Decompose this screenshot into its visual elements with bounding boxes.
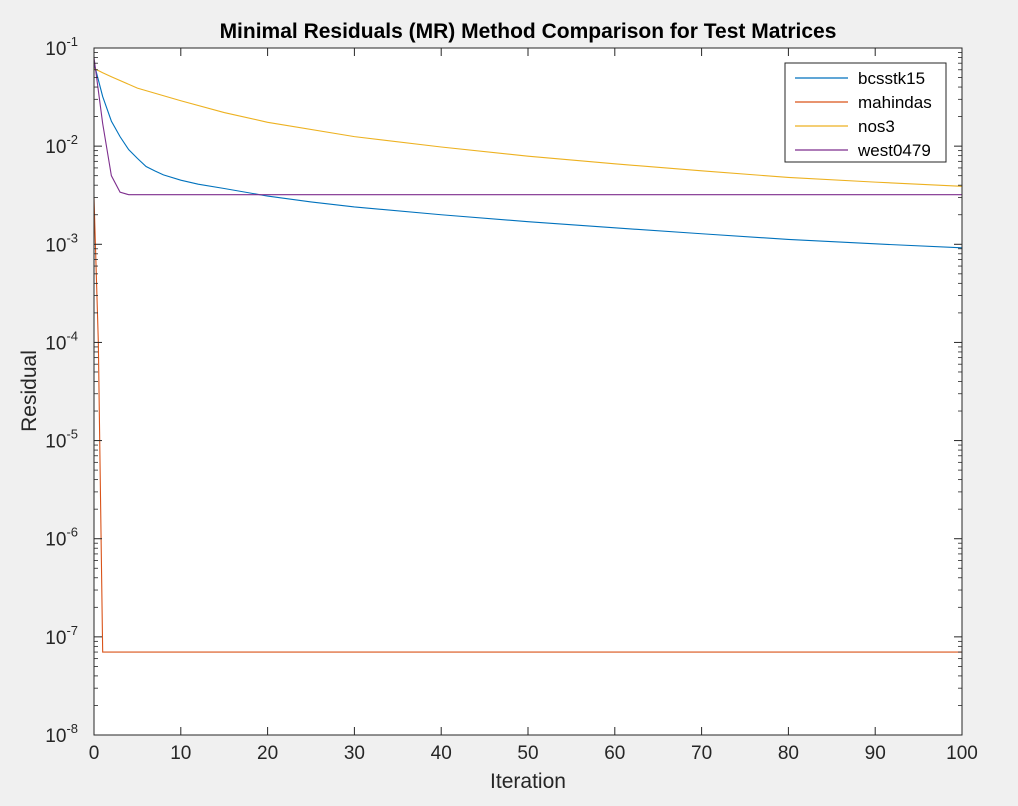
chart-title: Minimal Residuals (MR) Method Comparison…: [220, 20, 837, 43]
y-tick-base: 10: [45, 333, 66, 354]
y-axis-label: Residual: [18, 350, 41, 432]
y-tick-label: 10-2: [45, 132, 78, 158]
y-tick-exponent: -7: [66, 623, 78, 638]
y-tick-exponent: -4: [66, 328, 78, 343]
y-tick-exponent: -6: [66, 525, 78, 540]
series-line-nos3: [93, 67, 963, 187]
x-tick-label: 30: [344, 743, 365, 764]
x-tick-label: 50: [517, 743, 538, 764]
y-tick-base: 10: [45, 235, 66, 256]
legend-label: west0479: [857, 141, 931, 160]
legend-box: [784, 62, 947, 163]
y-tick-exponent: -8: [66, 721, 78, 736]
x-tick-label: 40: [431, 743, 452, 764]
y-tick-label: 10-7: [45, 623, 78, 649]
y-tick-exponent: -5: [66, 427, 78, 442]
y-tick-base: 10: [45, 628, 66, 649]
y-tick-base: 10: [45, 39, 66, 60]
y-tick-label: 10-4: [45, 328, 78, 354]
x-tick-label: 0: [89, 743, 100, 764]
x-axis-label: Iteration: [490, 770, 566, 793]
series-line-bcsstk15: [93, 63, 963, 249]
y-tick-exponent: -2: [66, 132, 78, 147]
x-tick-label: 100: [946, 743, 978, 764]
series-line-west0479: [93, 57, 962, 196]
x-tick-label: 70: [691, 743, 712, 764]
y-tick-exponent: -3: [66, 230, 78, 245]
x-tick-label: 60: [604, 743, 625, 764]
y-tick-label: 10-3: [45, 230, 78, 256]
y-tick-label: 10-1: [45, 34, 78, 60]
y-tick-label: 10-6: [45, 525, 78, 551]
y-tick-base: 10: [45, 432, 66, 453]
legend-label: bcsstk15: [858, 69, 925, 88]
y-tick-base: 10: [45, 137, 66, 158]
legend: bcsstk15 mahindas nos3 west0479: [784, 62, 947, 163]
y-tick-base: 10: [45, 530, 66, 551]
y-tick-label: 10-8: [45, 721, 78, 747]
x-tick-label: 90: [865, 743, 886, 764]
legend-label: mahindas: [858, 93, 932, 112]
x-tick-label: 10: [170, 743, 191, 764]
y-tick-exponent: -1: [66, 34, 78, 49]
y-tick-label: 10-5: [45, 427, 78, 453]
x-tick-label: 20: [257, 743, 278, 764]
legend-label: nos3: [858, 117, 895, 136]
y-tick-base: 10: [45, 726, 66, 747]
ticks-layer: 0 10 20 30 40 50 60 70 80 90 10010-810-710-610-510…: [45, 34, 978, 764]
x-tick-label: 80: [778, 743, 799, 764]
